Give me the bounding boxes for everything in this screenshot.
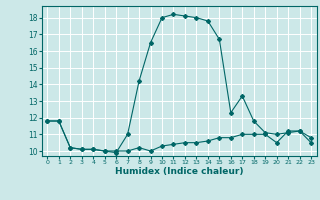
X-axis label: Humidex (Indice chaleur): Humidex (Indice chaleur) <box>115 167 244 176</box>
